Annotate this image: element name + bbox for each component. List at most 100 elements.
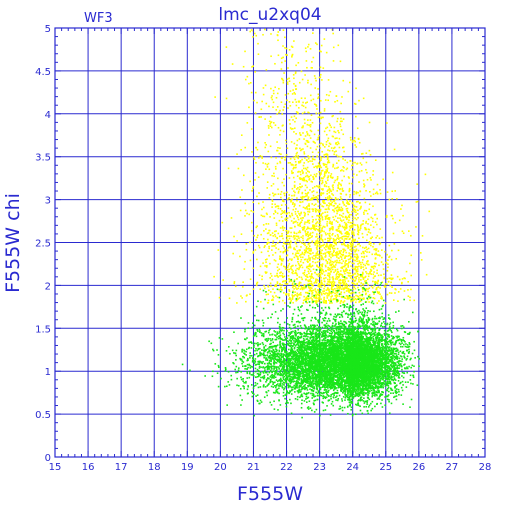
- yellow-point: [334, 179, 337, 182]
- yellow-point: [322, 177, 324, 180]
- yellow-point: [265, 272, 267, 274]
- yellow-point: [351, 244, 353, 247]
- yellow-point: [296, 274, 299, 277]
- yellow-point: [336, 117, 339, 120]
- yellow-point: [323, 230, 325, 233]
- green-point: [380, 394, 383, 396]
- yellow-point: [341, 209, 344, 212]
- yellow-point: [331, 234, 334, 236]
- yellow-point: [351, 226, 353, 228]
- yellow-point: [318, 245, 321, 248]
- yellow-point: [313, 296, 315, 299]
- yellow-point: [294, 248, 296, 251]
- yellow-point: [252, 201, 254, 204]
- green-point: [239, 394, 242, 397]
- green-point: [242, 365, 244, 368]
- yellow-point: [332, 188, 334, 191]
- yellow-point: [331, 286, 333, 289]
- yellow-point: [304, 102, 307, 104]
- yellow-point: [333, 153, 335, 156]
- yellow-point: [360, 163, 363, 166]
- yellow-point: [333, 284, 335, 286]
- yellow-point: [384, 286, 386, 288]
- yellow-point: [304, 135, 307, 137]
- yellow-point: [274, 165, 277, 168]
- yellow-point: [309, 137, 312, 139]
- yellow-point: [295, 208, 297, 210]
- yellow-point: [346, 211, 349, 214]
- yellow-point: [352, 257, 354, 260]
- yellow-point: [317, 201, 319, 203]
- green-point: [350, 306, 353, 308]
- yellow-point: [323, 274, 326, 277]
- yellow-point: [332, 227, 334, 230]
- yellow-point: [323, 200, 326, 202]
- yellow-point: [291, 286, 294, 289]
- yellow-point: [355, 269, 357, 271]
- yellow-point: [347, 176, 350, 178]
- yellow-point: [287, 92, 290, 95]
- green-point: [326, 326, 329, 329]
- yellow-point: [343, 150, 345, 153]
- green-point: [396, 337, 399, 339]
- yellow-point: [316, 254, 319, 256]
- yellow-point: [377, 280, 379, 283]
- yellow-point: [309, 199, 312, 201]
- yellow-point: [346, 202, 349, 204]
- yellow-point: [376, 223, 378, 226]
- yellow-point: [270, 275, 273, 277]
- yellow-point: [312, 190, 315, 192]
- yellow-point: [328, 145, 330, 148]
- yellow-point: [288, 293, 290, 295]
- yellow-point: [352, 207, 355, 210]
- yellow-point: [310, 275, 313, 278]
- yellow-point: [331, 253, 333, 255]
- yellow-point: [258, 192, 260, 194]
- yellow-point: [268, 197, 271, 199]
- green-point: [337, 327, 340, 330]
- yellow-point: [301, 185, 303, 188]
- yellow-point: [287, 107, 289, 109]
- yellow-point: [291, 54, 293, 57]
- yellow-point: [269, 262, 271, 265]
- yellow-point: [234, 285, 237, 288]
- yellow-point: [342, 79, 345, 82]
- yellow-point: [292, 201, 294, 204]
- yellow-point: [253, 156, 255, 159]
- green-point: [278, 349, 281, 352]
- yellow-point: [313, 158, 316, 161]
- yellow-point: [292, 264, 294, 267]
- green-point: [382, 366, 384, 369]
- yellow-point: [320, 258, 323, 261]
- yellow-point: [282, 237, 284, 240]
- yellow-point: [380, 274, 382, 276]
- yellow-point: [346, 297, 349, 300]
- green-point: [376, 391, 379, 394]
- yellow-point: [350, 300, 352, 303]
- yellow-point: [303, 271, 306, 274]
- yellow-point: [304, 231, 307, 233]
- yellow-point: [335, 296, 338, 299]
- yellow-point: [306, 174, 308, 177]
- yellow-point: [292, 101, 294, 104]
- yellow-point: [297, 260, 299, 263]
- yellow-point: [303, 196, 306, 198]
- yellow-point: [354, 268, 356, 270]
- yellow-point: [250, 91, 253, 94]
- yellow-point: [317, 230, 320, 232]
- yellow-point: [259, 265, 262, 268]
- yellow-point: [326, 224, 329, 227]
- yellow-point: [320, 238, 322, 240]
- yellow-point: [369, 242, 372, 244]
- yellow-point: [328, 294, 330, 297]
- yellow-point: [288, 49, 291, 51]
- green-point: [342, 373, 345, 376]
- yellow-point: [309, 48, 312, 50]
- yellow-point: [331, 209, 334, 211]
- yellow-point: [305, 228, 308, 231]
- yellow-point: [389, 284, 392, 287]
- yellow-point: [280, 191, 283, 193]
- yellow-point: [291, 214, 294, 217]
- yellow-point: [373, 297, 376, 300]
- yellow-point: [321, 265, 323, 268]
